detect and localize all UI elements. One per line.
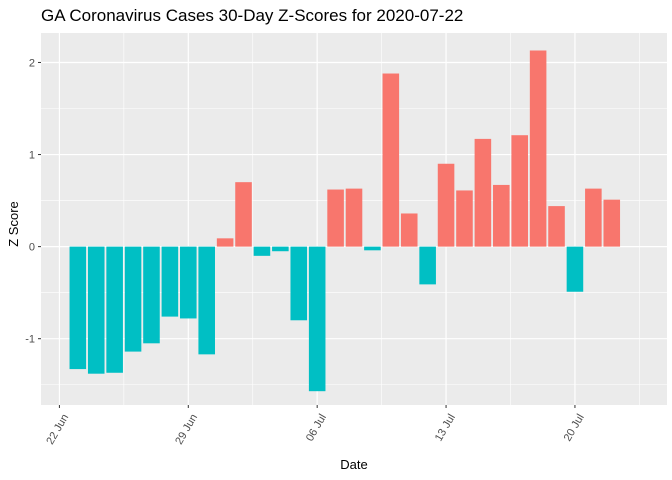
bar (161, 246, 179, 317)
bar (529, 50, 547, 247)
x-tick-label: 13 Jul (433, 412, 458, 443)
bar (235, 182, 252, 247)
x-tick-label: 20 Jul (562, 412, 587, 443)
bar (272, 246, 289, 252)
x-tick-label: 22 Jun (44, 412, 71, 447)
bar (548, 206, 565, 247)
bar (566, 246, 584, 292)
bar (69, 246, 87, 370)
bar (585, 188, 602, 247)
bar (511, 135, 528, 247)
y-tick-label: 1 (29, 150, 35, 162)
x-tick-label: 29 Jun (173, 412, 200, 447)
bar (253, 246, 271, 256)
y-tick-label: 0 (29, 242, 35, 254)
chart-title: GA Coronavirus Cases 30-Day Z-Scores for… (41, 6, 464, 25)
bar (290, 246, 308, 321)
bar (216, 238, 234, 247)
bars (69, 50, 621, 392)
bar (400, 213, 418, 247)
bar (308, 246, 326, 392)
bar (327, 189, 344, 247)
bar (124, 246, 142, 352)
y-axis-ticks: -1 0 1 2 (25, 57, 41, 346)
bar (493, 184, 510, 247)
bar (198, 246, 215, 355)
bar (106, 246, 123, 373)
bar (603, 199, 621, 247)
bar (87, 246, 105, 374)
bar (419, 246, 436, 285)
bar (437, 163, 455, 247)
y-tick-label: -1 (25, 334, 35, 346)
x-axis-title: Date (340, 457, 367, 472)
bar (364, 246, 381, 251)
bar (143, 246, 160, 344)
y-tick-label: 2 (29, 57, 35, 69)
bar (456, 190, 473, 247)
bar (382, 73, 400, 247)
y-axis-title: Z Score (6, 201, 21, 247)
bar (345, 188, 363, 247)
bar (180, 246, 197, 319)
x-axis-ticks: 22 Jun 29 Jun 06 Jul 13 Jul 20 Jul (44, 405, 587, 447)
bar (474, 138, 492, 247)
x-tick-label: 06 Jul (304, 412, 329, 443)
